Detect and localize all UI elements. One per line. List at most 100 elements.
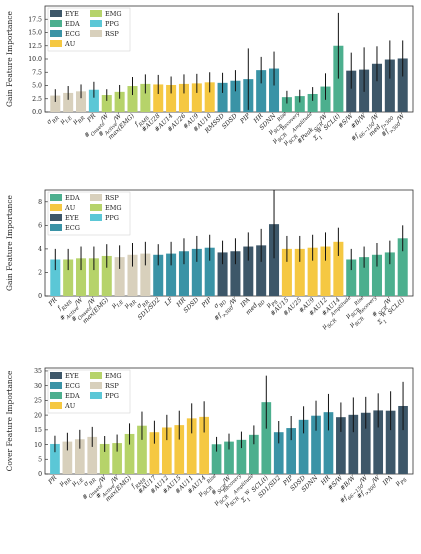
bar-eda xyxy=(346,259,357,296)
legend-label-ppg: PPG xyxy=(105,20,119,28)
legend-label-eye: EYE xyxy=(65,10,79,18)
bar-emg xyxy=(124,433,135,474)
bar-emg xyxy=(137,425,147,474)
bar-ecg xyxy=(298,419,309,474)
legend-label-eda: EDA xyxy=(65,194,80,202)
legend-label-ecg: ECG xyxy=(65,224,80,232)
bar-emg xyxy=(101,95,112,112)
x-tick-label: LF xyxy=(163,296,175,308)
bar-eda xyxy=(294,96,305,112)
x-tick-label: μRR xyxy=(58,474,73,489)
bar-ecg xyxy=(191,248,202,296)
bar-rsp xyxy=(62,441,73,474)
bar-eda xyxy=(371,254,382,296)
legend-swatch-ppg xyxy=(90,392,102,399)
panel-3-ytick-label: 35 xyxy=(34,368,42,375)
legend-swatch-au xyxy=(50,204,62,211)
bar-au xyxy=(186,418,197,474)
bar-ecg xyxy=(256,70,267,112)
bar-au xyxy=(204,82,215,112)
legend-label-emg: EMG xyxy=(105,372,122,380)
panel-1-ylabel: Gain Feature Importance xyxy=(5,10,14,107)
bar-rsp xyxy=(50,95,61,112)
legend-swatch-ecg xyxy=(50,30,62,37)
panel-2-frame xyxy=(44,189,414,297)
legend-swatch-emg xyxy=(90,372,102,379)
panel-2-ytick-label: 2 xyxy=(38,270,42,277)
bar-rsp xyxy=(63,92,74,112)
bar-eye xyxy=(256,245,267,296)
panel-3-ytick-label: 25 xyxy=(34,398,42,405)
legend-swatch-emg xyxy=(90,204,102,211)
legend-swatch-ppg xyxy=(90,20,102,27)
panel-1-ytick-label: 15.0 xyxy=(28,30,42,37)
legend-swatch-au xyxy=(50,402,62,409)
panel-1-ytick-label: 10.0 xyxy=(28,56,42,63)
bar-emg xyxy=(101,255,112,296)
bar-eda xyxy=(359,257,370,296)
bar-eye xyxy=(397,58,408,112)
panel-1-ytick-label: 0.0 xyxy=(32,109,42,116)
bar-eda xyxy=(281,97,292,112)
bar-eda xyxy=(249,434,259,474)
bar-eye xyxy=(243,246,254,296)
bar-emg xyxy=(140,83,151,112)
bar-ppg xyxy=(50,259,61,296)
bar-rsp xyxy=(76,91,87,112)
bar-eye xyxy=(336,417,346,474)
panel-2-ylabel: Gain Feature Importance xyxy=(5,194,14,291)
x-tick-label: μI:E xyxy=(70,474,85,489)
bar-rsp xyxy=(87,436,98,474)
legend-swatch-ecg xyxy=(50,382,62,389)
bar-ecg xyxy=(217,82,228,112)
legend-label-au: AU xyxy=(64,204,76,212)
bar-au xyxy=(307,247,318,296)
bar-eye xyxy=(384,59,395,112)
bar-eye xyxy=(385,410,396,474)
legend-label-eye: EYE xyxy=(65,372,79,380)
panel-1-ytick-label: 7.5 xyxy=(32,69,42,76)
panel-1-ytick-label: 5.0 xyxy=(32,83,42,90)
bar-au xyxy=(199,416,209,474)
bar-eye xyxy=(346,70,357,112)
bar-eda xyxy=(211,444,222,474)
bar-rsp xyxy=(114,257,125,296)
legend-label-eda: EDA xyxy=(65,20,80,28)
x-tick-label: μI:E xyxy=(110,296,125,311)
panel-2-ytick-label: 4 xyxy=(38,246,42,253)
bar-rsp xyxy=(127,254,138,296)
bar-ecg xyxy=(230,80,241,112)
bar-au xyxy=(191,83,202,112)
bar-ecg xyxy=(286,428,297,474)
legend-label-ppg: PPG xyxy=(105,214,119,222)
legend-label-ppg: PPG xyxy=(105,392,119,400)
bar-au xyxy=(161,427,172,474)
legend-label-au: AU xyxy=(64,402,76,410)
legend-label-rsp: RSP xyxy=(105,382,119,390)
bar-emg xyxy=(76,258,87,296)
bar-ecg xyxy=(204,247,215,296)
bar-au xyxy=(294,248,305,296)
legend-swatch-ecg xyxy=(50,224,62,231)
legend-label-ecg: ECG xyxy=(65,30,80,38)
panel-1-ytick-label: 12.5 xyxy=(28,43,42,50)
legend-swatch-rsp xyxy=(90,194,102,201)
x-tick-label: PIP xyxy=(200,296,214,310)
panel-1-ytick-label: 2.5 xyxy=(32,96,42,103)
bar-au xyxy=(281,248,292,296)
x-tick-label: σRR xyxy=(45,112,61,128)
legend-swatch-eye xyxy=(50,372,62,379)
legend-swatch-au xyxy=(50,40,62,47)
panel-3-ylabel: Cover Feature Importance xyxy=(5,370,14,471)
bar-au xyxy=(149,432,160,474)
legend-swatch-eye xyxy=(50,10,62,17)
panel-3-ytick-label: 20 xyxy=(34,412,42,419)
x-tick-label: PR xyxy=(46,474,58,486)
bar-au xyxy=(333,241,344,296)
bar-emg xyxy=(112,443,122,474)
bar-au xyxy=(166,84,177,112)
legend-swatch-eye xyxy=(50,214,62,221)
legend-swatch-eda xyxy=(50,20,62,27)
x-tick-label: PIP xyxy=(238,112,252,126)
